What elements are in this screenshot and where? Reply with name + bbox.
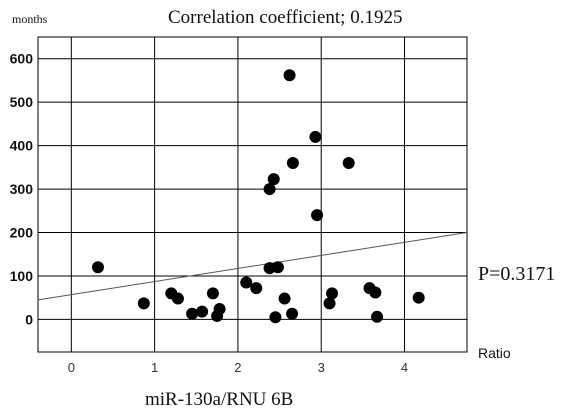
x-tick-label: 4 <box>401 360 408 375</box>
data-point <box>412 291 425 304</box>
y-tick-labels: 0 100 200 300 400 500 600 <box>10 51 34 328</box>
data-point <box>263 183 276 196</box>
data-point <box>326 287 339 300</box>
data-point <box>286 307 299 320</box>
data-point <box>91 261 104 274</box>
y-tick-label: 600 <box>10 51 34 67</box>
y-tick-label: 200 <box>10 225 34 241</box>
data-point <box>309 130 322 143</box>
data-point <box>342 157 355 169</box>
data-point <box>267 173 280 186</box>
x-tick-label: 0 <box>68 360 75 375</box>
y-axis-label: months <box>12 12 48 26</box>
data-point <box>206 287 219 300</box>
data-point <box>278 292 291 305</box>
x-axis-label: Ratio <box>478 345 511 361</box>
data-point <box>311 209 324 222</box>
plot-frame <box>37 36 468 353</box>
chart-caption: miR-130a/RNU 6B <box>145 389 293 410</box>
data-point <box>171 292 184 305</box>
data-point <box>371 310 384 323</box>
y-tick-label: 100 <box>10 268 34 284</box>
data-point <box>250 282 263 295</box>
data-point <box>283 69 296 82</box>
data-point <box>213 302 226 315</box>
data-point <box>196 305 209 318</box>
trend-line <box>37 232 468 301</box>
chart-title: Correlation coefficient; 0.1925 <box>168 7 402 28</box>
y-tick-label: 500 <box>10 94 34 110</box>
data-point <box>137 297 150 310</box>
data-point <box>286 157 299 169</box>
data-point <box>240 276 253 289</box>
x-tick-label: 3 <box>318 360 325 375</box>
x-tick-label: 1 <box>151 360 158 375</box>
y-tick-label: 0 <box>25 311 33 327</box>
data-point <box>269 311 282 324</box>
data-point <box>186 307 199 320</box>
x-tick-label: 2 <box>234 360 241 375</box>
y-tick-label: 400 <box>10 138 34 154</box>
grid-lines <box>38 37 467 352</box>
y-tick-label: 300 <box>10 181 34 197</box>
data-point <box>369 286 382 299</box>
p-value-annotation: P=0.3171 <box>478 263 555 285</box>
data-points <box>91 69 425 324</box>
data-point <box>271 261 284 274</box>
x-tick-labels: 0 1 2 3 4 <box>68 360 408 375</box>
data-point <box>323 297 336 310</box>
